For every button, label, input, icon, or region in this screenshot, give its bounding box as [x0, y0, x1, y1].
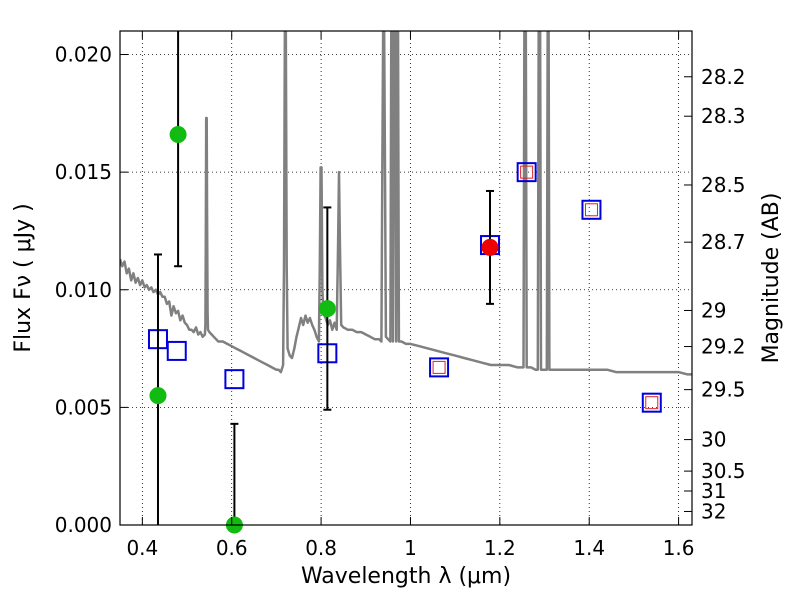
model-photometry-square — [581, 199, 602, 220]
y2-tick-label: 29.5 — [701, 378, 746, 402]
y2-tick-label: 29.2 — [701, 335, 746, 359]
y2-tick-label: 31 — [701, 479, 726, 503]
model-photometry-square — [224, 369, 245, 390]
y-axis-ticks: 0.000 0.005 0.010 0.015 0.020 — [55, 43, 128, 537]
y2-tick-label: 28.5 — [701, 173, 746, 197]
x-tick-label: 0.8 — [305, 536, 337, 560]
observed-flux-point — [481, 238, 499, 256]
model-photometry-square — [429, 357, 450, 378]
plot-markers — [147, 31, 662, 534]
plot-data — [120, 31, 692, 376]
x-tick-label: 0.6 — [216, 536, 248, 560]
observed-flux-point — [169, 126, 187, 144]
y2-tick-label: 28.7 — [701, 230, 746, 254]
model-photometry-inner-square — [584, 203, 598, 217]
x-tick-label: 1.6 — [663, 536, 695, 560]
x-tick-label: 1 — [404, 536, 417, 560]
y2-tick-label: 29 — [701, 298, 726, 322]
y2-axis-label: Magnitude (AB) — [759, 193, 784, 364]
observed-flux-point — [318, 300, 336, 318]
y2-tick-label: 32 — [701, 499, 726, 523]
y-tick-label: 0.000 — [55, 513, 112, 537]
y2-tick-label: 28.3 — [701, 104, 746, 128]
model-photometry-square — [166, 340, 187, 361]
x-tick-label: 1.4 — [573, 536, 605, 560]
y2-tick-label: 28.2 — [701, 65, 746, 89]
y-tick-label: 0.020 — [55, 43, 112, 67]
y2-tick-label: 30 — [701, 428, 726, 452]
observed-flux-point — [149, 387, 167, 405]
x-axis-label: Wavelength λ (μm) — [301, 564, 511, 589]
model-photometry-inner-square — [645, 396, 659, 410]
y-tick-label: 0.015 — [55, 160, 112, 184]
model-photometry-inner-square — [520, 165, 534, 179]
spectrum-line — [120, 31, 692, 376]
model-photometry-square — [516, 162, 537, 183]
y2-tick-label: 30.5 — [701, 459, 746, 483]
plot-frame — [119, 30, 693, 526]
model-photometry-square — [641, 392, 662, 413]
y-tick-label: 0.010 — [55, 278, 112, 302]
y-axis-label: Flux Fν ( μJy ) — [11, 203, 36, 352]
y-tick-label: 0.005 — [55, 395, 112, 419]
x-axis-ticks: 0.4 0.6 0.8 1 1.2 1.4 1.6 — [126, 31, 695, 560]
model-photometry-inner-square — [432, 360, 446, 374]
x-tick-label: 1.2 — [484, 536, 516, 560]
x-tick-label: 0.4 — [126, 536, 158, 560]
